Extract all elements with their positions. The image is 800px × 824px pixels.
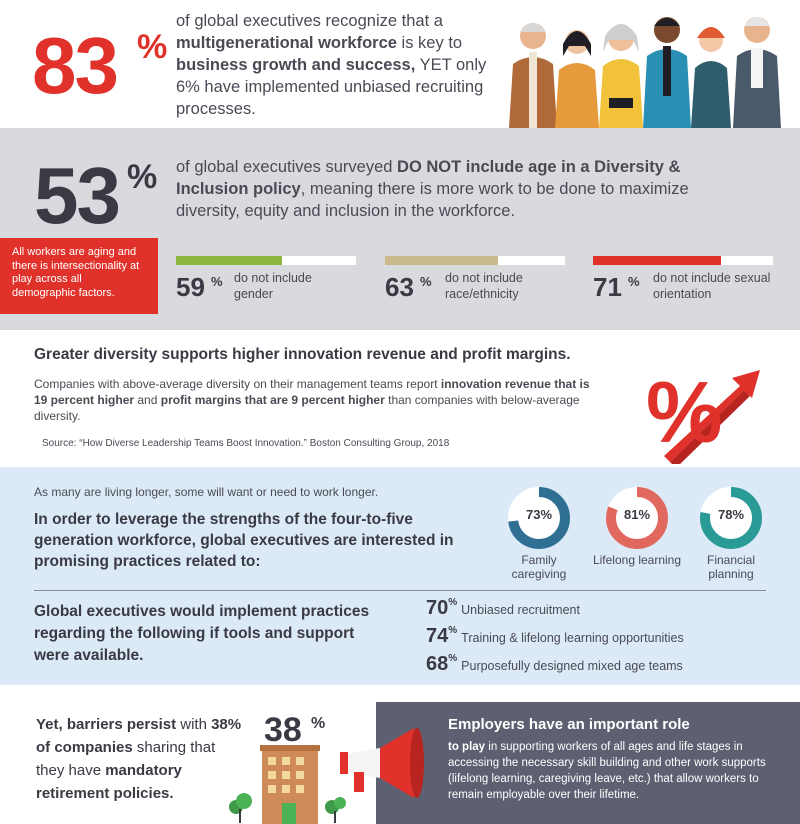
- ring-financial-chart: [700, 487, 762, 549]
- stat-38-percent: %: [311, 715, 326, 732]
- employers-body: to play in supporting workers of all age…: [448, 741, 766, 801]
- practice-percent: %: [448, 653, 458, 664]
- practices-intro: As many are living longer, some will wan…: [34, 485, 379, 499]
- ring-lifelong-learning: 81% Lifelong learning: [593, 485, 681, 568]
- barriers-text: Yet, barriers persist with 38% of compan…: [36, 716, 242, 802]
- section-practices: As many are living longer, some will wan…: [0, 467, 800, 685]
- ring-lifelong-label: Lifelong learning: [592, 553, 682, 567]
- ring-financial-value: 78%: [717, 507, 745, 522]
- stat-gender-label: do not include gender: [234, 271, 312, 301]
- ring-family-caregiving: 73% Family caregiving: [506, 485, 572, 581]
- practices-divider: [34, 590, 766, 591]
- stat-53-text: of global executives surveyed DO NOT inc…: [176, 158, 689, 220]
- employers-panel: Employers have an important role to play…: [340, 702, 800, 824]
- stat-orientation-bar: [593, 256, 773, 265]
- section-dei-policy: 53 % of global executives surveyed DO NO…: [0, 128, 800, 330]
- stat-race: 63 % do not include race/ethnicity: [385, 256, 565, 302]
- person-2: [555, 30, 599, 128]
- stat-race-value: 63: [385, 272, 414, 302]
- percent-arrow-graphic: %: [644, 364, 774, 464]
- ring-financial-arc: [700, 487, 762, 549]
- person-4: [643, 17, 691, 128]
- practice-label: Unbiased recruitment: [461, 603, 580, 617]
- stat-53-number: 53: [34, 151, 121, 240]
- practice-value: 68: [426, 653, 449, 675]
- stat-gender-value: 59: [176, 272, 205, 302]
- practice-label: Training & lifelong learning opportuniti…: [461, 631, 684, 645]
- stat-race-bar-fill: [385, 256, 499, 265]
- megaphone-icon: [340, 728, 424, 798]
- stat-gender-bar: [176, 256, 356, 265]
- aging-callout: All workers are aging and there is inter…: [0, 238, 158, 314]
- stat-83-percent: %: [137, 28, 168, 66]
- stat-orientation-bar-fill: [593, 256, 721, 265]
- person-1: [509, 23, 557, 128]
- person-6: [733, 17, 781, 128]
- ring-lifelong-chart: [606, 487, 668, 549]
- employers-heading: Employers have an important role: [448, 716, 690, 733]
- stat-83-number: 83: [32, 21, 119, 110]
- office-building-icon: [229, 745, 346, 824]
- practice-label: Purposefully designed mixed age teams: [461, 659, 683, 673]
- innovation-paragraph: Companies with above-average diversity o…: [34, 377, 590, 423]
- stat-orientation-value: 71: [593, 272, 622, 302]
- stat-gender: 59 % do not include gender: [176, 256, 356, 302]
- stat-83-text: of global executives recognize that a mu…: [176, 12, 487, 118]
- practice-value: 70: [426, 597, 449, 619]
- stat-race-percent: %: [420, 274, 432, 289]
- stat-gender-percent: %: [211, 274, 223, 289]
- person-3: [599, 24, 643, 128]
- practice-percent: %: [448, 597, 458, 608]
- person-5: [691, 27, 731, 128]
- ring-lifelong-value: 81%: [623, 507, 651, 522]
- stat-orientation: 71 % do not include sexual orientation: [593, 256, 773, 302]
- section-multigenerational: 83 % of global executives recognize that…: [0, 0, 800, 128]
- stat-race-bar: [385, 256, 565, 265]
- ring-lifelong-arc: [606, 487, 668, 549]
- ring-family-chart: [508, 487, 570, 549]
- ring-family-label: Family caregiving: [511, 553, 567, 581]
- practice-item: 68%Purposefully designed mixed age teams: [426, 653, 683, 676]
- innovation-source: Source: “How Diverse Leadership Teams Bo…: [42, 438, 450, 449]
- ring-family-value: 73%: [525, 507, 553, 522]
- stat-orientation-label: do not include sexual orientation: [653, 271, 771, 301]
- practice-value: 74: [426, 625, 449, 647]
- stat-orientation-percent: %: [628, 274, 640, 289]
- stat-race-label: do not include race/ethnicity: [445, 271, 523, 301]
- practice-item: 70%Unbiased recruitment: [426, 597, 580, 620]
- ring-financial-label: Financial planning: [706, 553, 756, 581]
- innovation-heading: Greater diversity supports higher innova…: [34, 346, 571, 363]
- practice-percent: %: [448, 625, 458, 636]
- practices-heading: In order to leverage the strengths of th…: [34, 511, 454, 570]
- section-innovation: Greater diversity supports higher innova…: [0, 330, 800, 467]
- implement-heading: Global executives would implement practi…: [34, 603, 370, 664]
- stat-gender-bar-fill: [176, 256, 283, 265]
- ring-financial-planning: 78% Financial planning: [698, 485, 764, 581]
- up-arrow-icon: [664, 370, 760, 464]
- people-illustration: [509, 17, 781, 128]
- stat-38-number: 38: [264, 711, 302, 749]
- percent-symbol: %: [646, 365, 722, 461]
- practice-item: 74%Training & lifelong learning opportun…: [426, 625, 684, 648]
- ring-family-arc: [508, 487, 570, 549]
- stat-53-percent: %: [127, 158, 158, 196]
